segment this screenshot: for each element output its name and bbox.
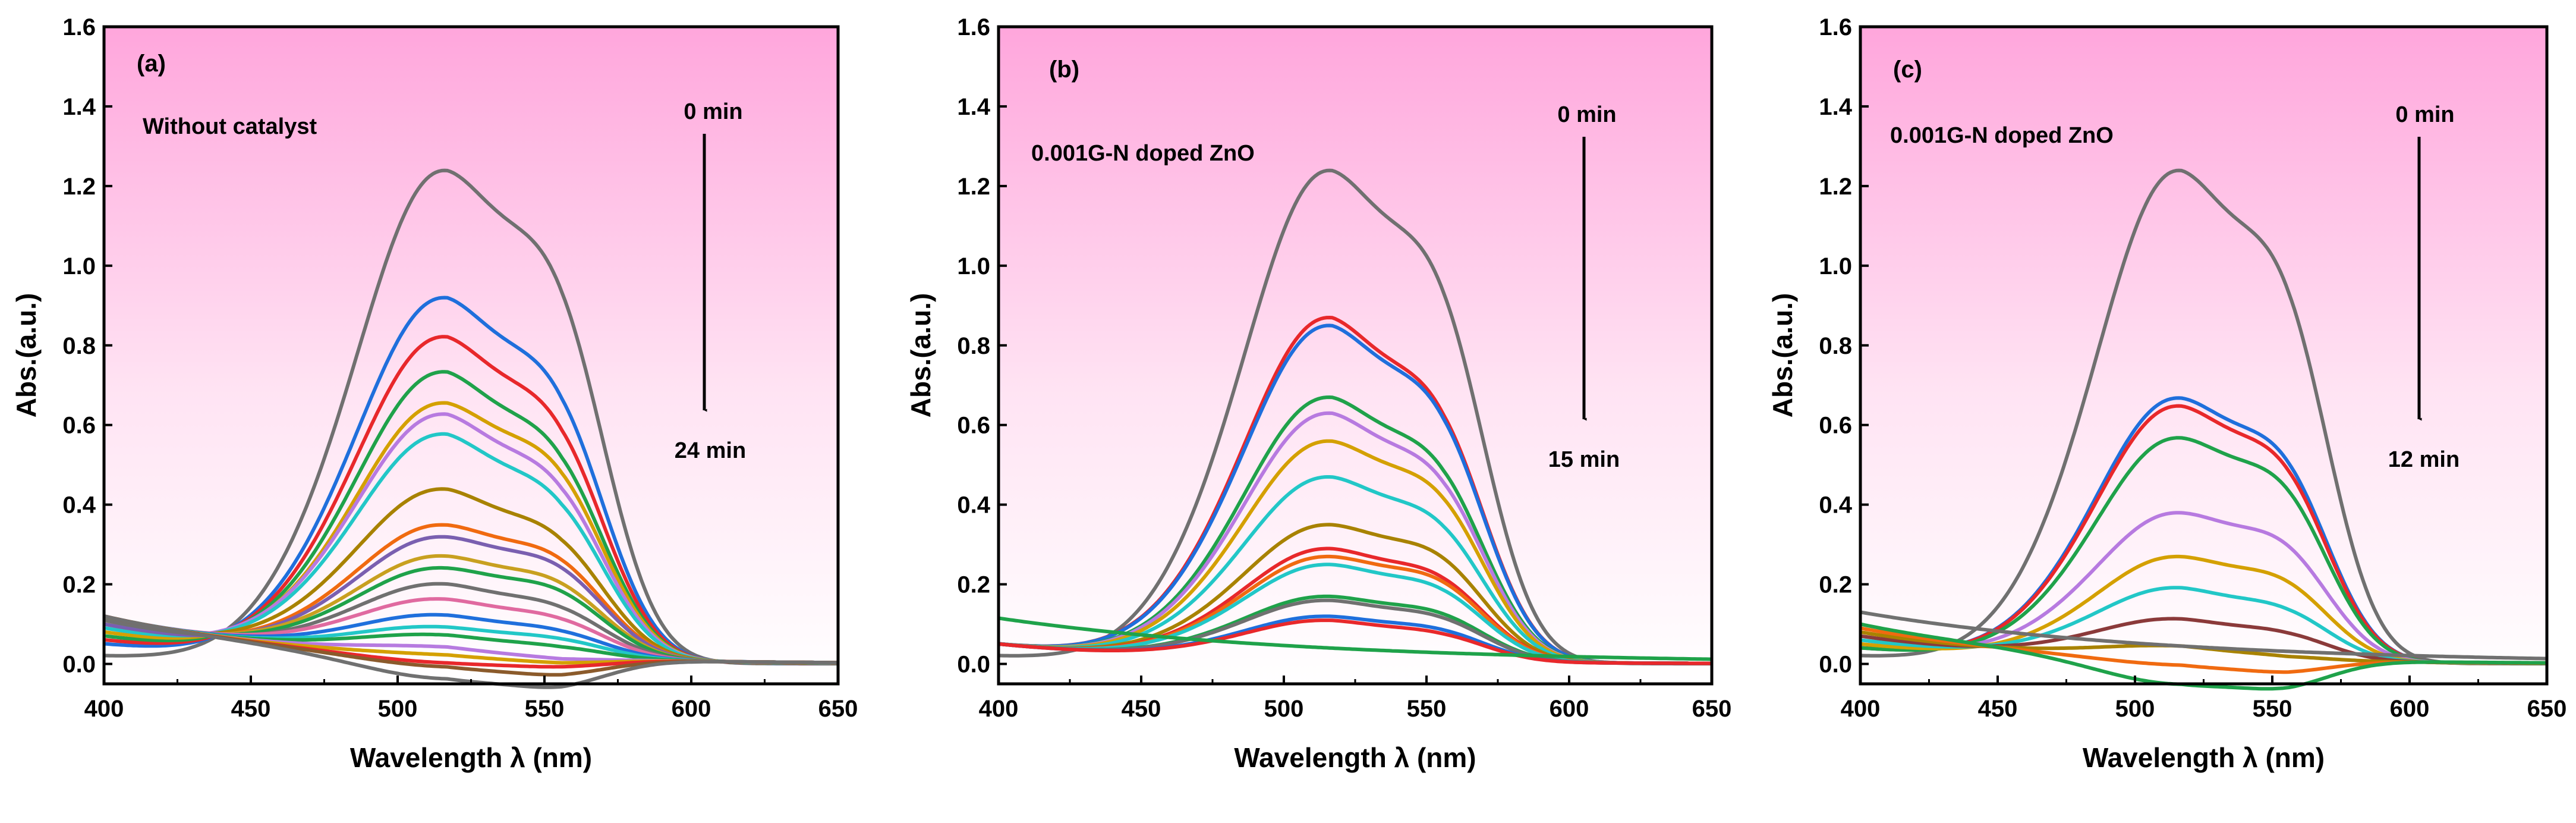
series-group [998,168,1712,666]
y-axis-label: Abs.(a.u.) [1767,293,1798,418]
x-tick-label: 450 [1122,696,1161,722]
x-tick-label: 400 [84,696,124,722]
y-tick-label: 0.0 [62,652,96,678]
x-tick-label: 500 [1264,696,1304,722]
y-axis-label: Abs.(a.u.) [11,293,42,418]
y-tick-label: 0.6 [1819,413,1852,439]
y-tick-label: 1.4 [957,94,990,120]
x-tick-label: 500 [378,696,418,722]
x-tick-label: 600 [1550,696,1589,722]
x-tick-label: 550 [525,696,565,722]
y-tick-label: 0.8 [1819,333,1852,359]
y-tick-label: 0.2 [957,572,990,598]
y-tick-label: 1.2 [62,174,96,200]
x-tick-label: 650 [1692,696,1732,722]
plot-background [1860,27,2547,684]
x-tick-label: 600 [672,696,711,722]
catalyst-annotation: 0.001G-N doped ZnO [1890,123,2114,148]
time-start-label: 0 min [1557,102,1616,127]
x-axis-label: Wavelength λ (nm) [350,742,592,773]
series-line-15 [998,618,1712,665]
y-tick-label: 1.2 [1819,174,1852,200]
series-line-16 [998,616,1712,661]
x-tick-label: 550 [2253,696,2292,722]
y-tick-label: 1.0 [62,253,96,279]
time-end-label: 12 min [2388,447,2460,472]
x-tick-label: 400 [1841,696,1881,722]
y-tick-label: 1.4 [62,94,96,120]
x-axis-label: Wavelength λ (nm) [1234,742,1476,773]
y-tick-label: 0.0 [1819,652,1852,678]
x-axis-label: Wavelength λ (nm) [2083,742,2325,773]
chart-panel-c: 400 450 500 550 600 650 0.0 0.2 0.4 0.6 0.8 1.0 1.2 1… [1767,14,2566,773]
y-tick-label: 1.0 [957,253,990,279]
y-tick-label: 0.4 [62,492,96,519]
y-axis-label: Abs.(a.u.) [905,293,936,418]
y-tick-label: 0.0 [957,652,990,678]
x-tick-label: 500 [2115,696,2155,722]
chart-panel-a: 400 450 500 550 600 650 0.0 0.2 0.4 0.6 0.8 1.0 1.2 1… [11,14,858,773]
y-tick-label: 1.6 [1819,14,1852,40]
time-end-label: 24 min [675,438,746,463]
y-tick-label: 0.6 [957,413,990,439]
y-tick-label: 1.2 [957,174,990,200]
x-tick-label: 450 [231,696,271,722]
time-start-label: 0 min [2395,102,2454,127]
series-line-12 [1860,610,2547,661]
x-tick-label: 550 [1407,696,1447,722]
chart-panel-b: 400 450 500 550 600 650 0.0 0.2 0.4 0.6 0.8 1.0 1.2 1… [905,14,1731,773]
time-start-label: 0 min [684,99,742,124]
x-tick-label: 450 [1978,696,2018,722]
y-tick-label: 0.4 [957,492,990,519]
y-tick-label: 0.6 [62,413,96,439]
catalyst-annotation: 0.001G-N doped ZnO [1031,141,1255,166]
y-tick-label: 1.6 [62,14,96,40]
plot-background [999,27,1712,684]
panel-label: (a) [137,51,166,77]
y-tick-label: 0.2 [1819,572,1852,598]
y-tick-label: 0.4 [1819,492,1852,519]
y-tick-label: 1.4 [1819,94,1852,120]
x-tick-label: 650 [818,696,858,722]
y-tick-label: 0.8 [62,333,96,359]
y-tick-label: 0.2 [62,572,96,598]
series-line-11 [1860,622,2547,691]
x-tick-label: 600 [2390,696,2430,722]
catalyst-annotation: Without catalyst [143,114,317,139]
y-tick-label: 1.6 [957,14,990,40]
series-group [1860,168,2547,691]
panel-label: (c) [1893,56,1922,83]
y-tick-label: 1.0 [1819,253,1852,279]
x-tick-label: 650 [2527,696,2567,722]
plot-background [104,27,838,684]
time-end-label: 15 min [1548,447,1620,472]
x-tick-label: 400 [979,696,1019,722]
panel-label: (b) [1049,56,1079,83]
y-tick-label: 0.8 [957,333,990,359]
